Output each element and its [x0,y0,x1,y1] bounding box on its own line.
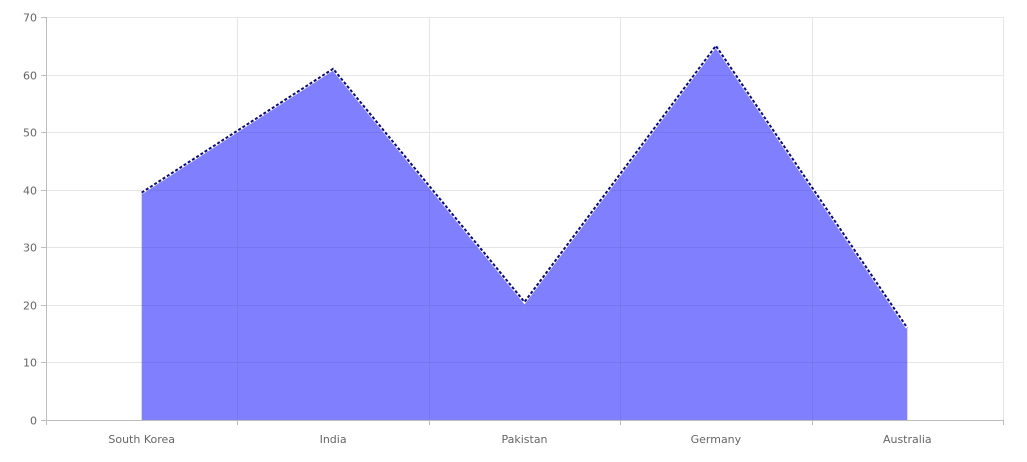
y-tick-label: 10 [23,357,37,370]
y-tick-label: 60 [23,70,37,83]
x-tick-label: Germany [691,433,742,446]
area-layer [140,43,909,421]
x-tick-label: Australia [883,433,932,446]
y-tick-label: 50 [23,127,37,140]
axis-layer [41,17,1004,425]
label-layer: 0 10 20 30 40 50 60 70 South Korea India Pakistan G… [23,12,932,447]
x-tick-label: Pakistan [501,433,547,446]
y-tick-label: 20 [23,300,37,313]
x-tick-label: India [320,433,347,446]
x-tick-label: South Korea [108,433,175,446]
y-tick-label: 30 [23,242,37,255]
y-tick-label: 40 [23,185,37,198]
series-area [141,45,908,421]
series-line [141,44,909,329]
y-tick-label: 70 [23,12,37,25]
y-tick-label: 0 [30,415,37,428]
